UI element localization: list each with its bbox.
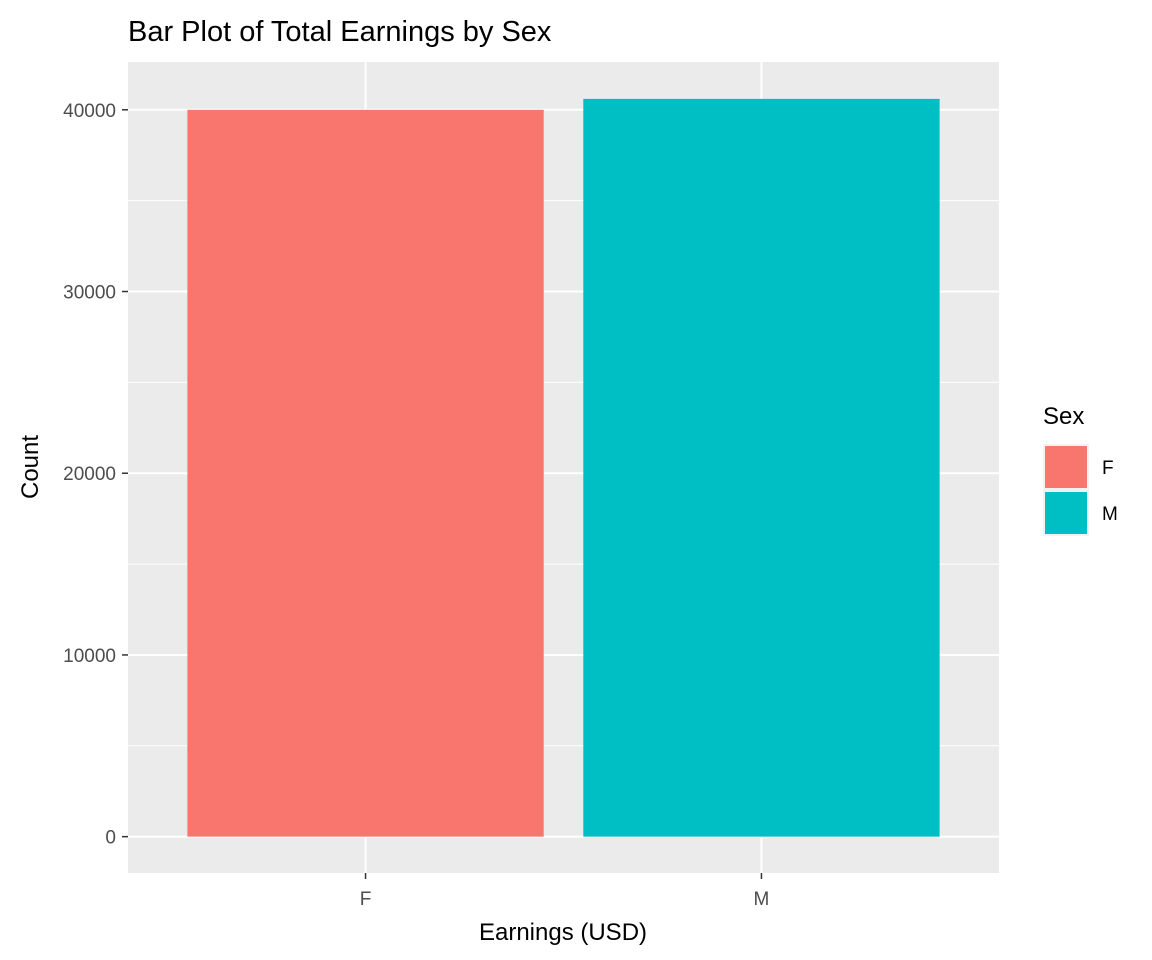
bar-F (187, 109, 544, 837)
y-tick-label: 0 (105, 828, 116, 849)
y-tick-label: 40000 (63, 101, 116, 122)
legend-key-M (1045, 492, 1087, 534)
legend-key-F (1045, 446, 1087, 488)
y-axis-title: Count (17, 435, 44, 499)
x-axis-title: Earnings (USD) (479, 919, 647, 946)
legend: Sex FM (1043, 403, 1118, 536)
y-tick-label: 30000 (63, 283, 116, 304)
bars (187, 98, 940, 837)
y-axis: 0 10000 20000 30000 40000 (63, 101, 128, 849)
x-tick-label: M (754, 889, 770, 910)
legend-label-F: F (1102, 458, 1114, 479)
x-tick-label: F (360, 889, 372, 910)
chart-title: Bar Plot of Total Earnings by Sex (128, 16, 552, 48)
legend-label-M: M (1102, 504, 1118, 525)
legend-title: Sex (1043, 403, 1084, 430)
y-tick-label: 10000 (63, 646, 116, 667)
legend-entries: FM (1043, 444, 1118, 536)
y-tick-label: 20000 (63, 464, 116, 485)
bar-M (583, 98, 940, 837)
